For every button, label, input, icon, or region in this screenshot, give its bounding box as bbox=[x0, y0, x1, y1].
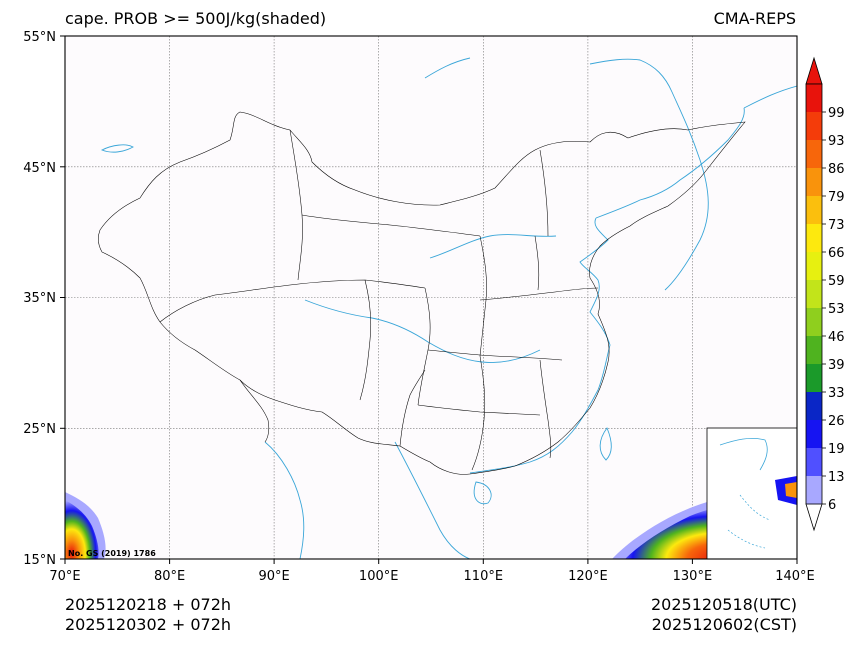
colorbar-segment bbox=[806, 392, 822, 421]
colorbar-label: 46 bbox=[828, 330, 845, 345]
init-time-cst: 2025120302 + 072h bbox=[65, 615, 232, 634]
chart-title: cape. PROB >= 500J/kg(shaded) bbox=[65, 9, 327, 28]
valid-time-utc: 2025120518(UTC) bbox=[651, 595, 797, 614]
colorbar-label: 19 bbox=[828, 442, 845, 457]
south-china-sea-inset bbox=[706, 427, 797, 559]
colorbar-segment bbox=[806, 140, 822, 169]
colorbar-segment bbox=[806, 196, 822, 225]
lon-label: 90°E bbox=[258, 569, 289, 584]
valid-time-cst: 2025120602(CST) bbox=[651, 615, 797, 634]
colorbar-segment bbox=[806, 448, 822, 477]
model-name: CMA-REPS bbox=[713, 9, 796, 28]
colorbar-max-arrow bbox=[805, 56, 823, 85]
lat-label: 15°N bbox=[23, 553, 56, 568]
colorbar-segment bbox=[806, 112, 822, 141]
coastlines bbox=[100, 57, 797, 559]
lon-label: 120°E bbox=[568, 569, 608, 584]
colorbar-label: 79 bbox=[828, 190, 845, 205]
colorbar-segment bbox=[806, 476, 822, 505]
colorbar-label: 13 bbox=[828, 470, 845, 485]
colorbar-segment bbox=[806, 336, 822, 365]
colorbar-segment bbox=[806, 168, 822, 197]
colorbar-label: 26 bbox=[828, 414, 845, 429]
lon-label: 130°E bbox=[673, 569, 713, 584]
colorbar-label: 39 bbox=[828, 358, 845, 373]
lon-label: 140°E bbox=[775, 569, 815, 584]
colorbar-segment bbox=[806, 252, 822, 281]
colorbar-label: 6 bbox=[828, 498, 836, 513]
colorbar-label: 59 bbox=[828, 274, 845, 289]
lat-label: 55°N bbox=[23, 30, 56, 45]
colorbar-segment bbox=[806, 420, 822, 449]
lat-label: 35°N bbox=[23, 291, 56, 306]
colorbar-label: 86 bbox=[828, 162, 845, 177]
colorbar-label: 93 bbox=[828, 134, 845, 149]
lat-label: 25°N bbox=[23, 422, 56, 437]
colorbar-label: 53 bbox=[828, 302, 845, 317]
colorbar-label: 99 bbox=[828, 106, 845, 121]
colorbar: 99 93 86 79 73 66 59 53 46 39 33 26 19 13 6 bbox=[805, 56, 845, 532]
tick-marks bbox=[60, 35, 798, 564]
prob-core-west bbox=[65, 500, 99, 559]
colorbar-label: 66 bbox=[828, 246, 845, 261]
map-credit: No. GS (2019) 1786 bbox=[68, 549, 156, 558]
colorbar-segment bbox=[806, 224, 822, 253]
colorbar-segment bbox=[806, 280, 822, 309]
colorbar-segment bbox=[806, 84, 822, 113]
colorbar-label: 73 bbox=[828, 218, 845, 233]
lon-label: 110°E bbox=[464, 569, 504, 584]
lat-labels: 55°N 45°N 35°N 25°N 15°N bbox=[23, 30, 56, 568]
lon-label: 70°E bbox=[49, 569, 80, 584]
colorbar-label: 33 bbox=[828, 386, 845, 401]
colorbar-segment bbox=[806, 364, 822, 393]
colorbar-min-arrow bbox=[805, 503, 823, 532]
lat-label: 45°N bbox=[23, 161, 56, 176]
borders bbox=[97, 111, 746, 475]
lon-labels: 70°E 80°E 90°E 100°E 110°E 120°E 130°E 1… bbox=[49, 569, 814, 584]
lon-label: 80°E bbox=[154, 569, 185, 584]
colorbar-segment bbox=[806, 308, 822, 337]
gridlines bbox=[65, 36, 797, 559]
init-time-utc: 2025120218 + 072h bbox=[65, 595, 232, 614]
lon-label: 100°E bbox=[359, 569, 399, 584]
